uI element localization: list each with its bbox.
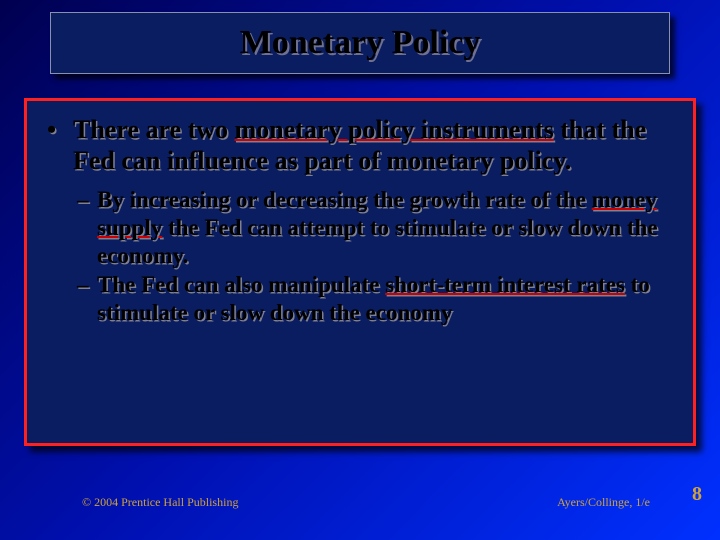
footer-copyright: © 2004 Prentice Hall Publishing bbox=[82, 495, 238, 510]
key-term: short-term interest rates bbox=[385, 272, 625, 297]
sub-marker: – bbox=[77, 271, 97, 326]
text-pre: The Fed can also manipulate bbox=[97, 272, 385, 297]
bullet-main: • There are two monetary policy instrume… bbox=[47, 115, 673, 176]
text-post: the Fed can attempt to stimulate or slow… bbox=[97, 215, 658, 268]
bullet-sub-1-text: By increasing or decreasing the growth r… bbox=[97, 186, 673, 269]
text-pre: There are two bbox=[73, 115, 235, 144]
bullet-sub-2-text: The Fed can also manipulate short-term i… bbox=[97, 271, 673, 326]
content-box: • There are two monetary policy instrume… bbox=[24, 98, 696, 446]
sub-marker: – bbox=[77, 186, 97, 269]
title-box: Monetary Policy bbox=[50, 12, 670, 74]
page-number: 8 bbox=[692, 483, 702, 506]
slide-title: Monetary Policy bbox=[240, 24, 481, 62]
footer-attribution: Ayers/Collinge, 1/e bbox=[557, 495, 650, 510]
bullet-sub-1: – By increasing or decreasing the growth… bbox=[77, 186, 673, 269]
bullet-marker: • bbox=[47, 115, 73, 176]
key-term: monetary policy instruments bbox=[235, 115, 554, 144]
text-pre: By increasing or decreasing the growth r… bbox=[97, 187, 592, 212]
bullet-main-text: There are two monetary policy instrument… bbox=[73, 115, 673, 176]
bullet-sub-2: – The Fed can also manipulate short-term… bbox=[77, 271, 673, 326]
